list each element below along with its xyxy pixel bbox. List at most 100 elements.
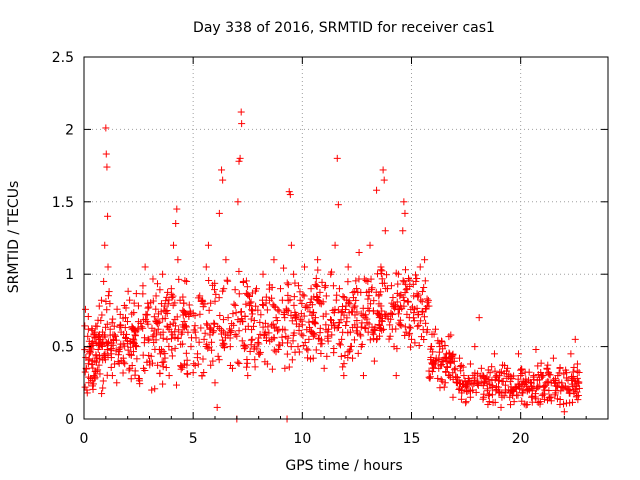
data-point [410, 317, 418, 325]
data-point [290, 293, 298, 301]
data-point [144, 304, 152, 312]
data-point [499, 361, 507, 369]
data-point [309, 354, 317, 362]
data-point [299, 342, 307, 350]
data-point [159, 334, 167, 342]
data-point [575, 369, 583, 377]
data-point [243, 363, 251, 371]
data-point [366, 336, 374, 344]
data-point [296, 288, 304, 296]
data-point [295, 282, 303, 290]
data-point [235, 290, 243, 298]
data-point [357, 323, 365, 331]
data-point [544, 361, 552, 369]
data-point [469, 380, 477, 388]
data-point [329, 306, 337, 314]
data-point [404, 298, 412, 306]
data-point [195, 338, 203, 346]
data-point [121, 333, 129, 341]
x-tick-label: 20 [512, 431, 530, 447]
data-point [362, 311, 370, 319]
data-point [373, 309, 381, 317]
data-point [565, 386, 573, 394]
data-point [405, 314, 413, 322]
data-point [539, 390, 547, 398]
data-point [222, 256, 230, 264]
data-point [469, 371, 477, 379]
data-point [370, 326, 378, 334]
data-point [109, 315, 117, 323]
data-point [115, 345, 123, 353]
data-point [129, 335, 137, 343]
data-point [339, 293, 347, 301]
data-point [249, 307, 257, 315]
data-point [272, 314, 280, 322]
axis-ticks: 0 5 10 15 20 0 0.5 1 1.5 2 2.5 [52, 50, 608, 447]
data-point [306, 298, 314, 306]
data-point [191, 361, 199, 369]
data-point [326, 316, 334, 324]
data-point [96, 370, 104, 378]
data-point [373, 186, 381, 194]
data-point [506, 378, 514, 386]
data-point [380, 176, 388, 184]
data-point [108, 339, 116, 347]
y-axis-label: SRMTID / TECUs [6, 181, 22, 294]
data-point [408, 335, 415, 343]
data-point [144, 320, 152, 328]
data-point [235, 359, 243, 367]
data-point [277, 285, 284, 293]
data-point [316, 288, 324, 296]
data-point [314, 293, 322, 301]
data-point [337, 352, 345, 360]
data-point [432, 354, 440, 362]
data-point [466, 360, 474, 368]
data-point [81, 305, 89, 313]
x-axis-label: GPS time / hours [285, 458, 402, 474]
data-point [266, 281, 274, 289]
data-point [496, 368, 504, 376]
data-point [182, 349, 190, 357]
data-point [351, 302, 359, 310]
data-point [235, 267, 243, 275]
data-point [103, 320, 111, 328]
data-point [378, 279, 386, 287]
data-point [556, 364, 564, 372]
data-point [294, 343, 302, 351]
data-point [150, 338, 158, 346]
data-point [353, 329, 361, 337]
data-point [149, 297, 157, 305]
data-point [381, 227, 389, 235]
data-point [387, 282, 395, 290]
data-point [508, 374, 516, 382]
data-point [162, 297, 170, 305]
data-point [329, 282, 337, 290]
data-point [92, 351, 100, 359]
data-point [538, 373, 546, 381]
data-point [168, 352, 176, 360]
data-point [235, 157, 243, 165]
data-point [457, 395, 465, 403]
data-point [555, 378, 563, 386]
data-point [148, 324, 156, 332]
data-point [417, 317, 425, 325]
data-point [400, 198, 408, 206]
data-point [130, 336, 138, 344]
data-point [171, 344, 179, 352]
data-point [299, 291, 307, 299]
data-point [248, 335, 256, 343]
data-point [518, 397, 526, 405]
data-point [196, 310, 204, 318]
data-point [238, 120, 246, 128]
data-point [107, 363, 115, 371]
data-point [246, 347, 254, 355]
data-point [102, 124, 110, 132]
data-point [179, 321, 187, 329]
data-point [334, 201, 342, 209]
data-point [423, 328, 431, 336]
data-points [81, 108, 583, 423]
data-point [148, 386, 156, 394]
data-point [340, 360, 348, 368]
data-point [270, 302, 278, 310]
data-point [570, 363, 578, 371]
